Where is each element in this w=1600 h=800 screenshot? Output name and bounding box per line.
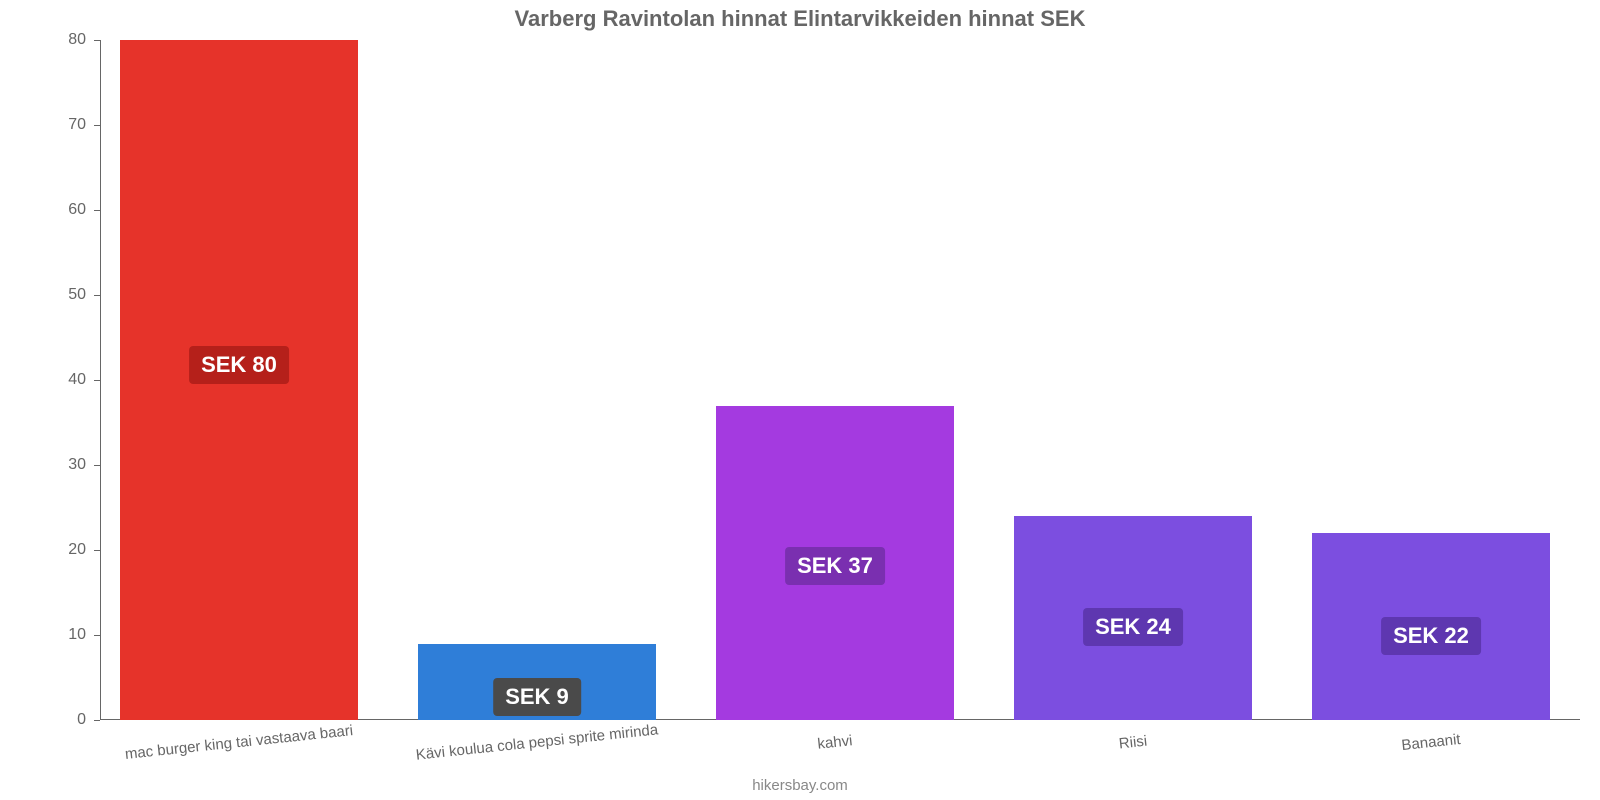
value-label: SEK 24 — [1083, 608, 1183, 646]
y-tick-mark — [94, 465, 100, 466]
y-tick-mark — [94, 40, 100, 41]
y-tick-label: 30 — [0, 456, 86, 474]
value-label: SEK 80 — [189, 346, 289, 384]
y-tick-label: 40 — [0, 371, 86, 389]
y-tick-mark — [94, 550, 100, 551]
y-tick-label: 60 — [0, 201, 86, 219]
x-tick-label: mac burger king tai vastaava baari — [124, 722, 354, 763]
value-label: SEK 9 — [493, 678, 581, 716]
y-tick-label: 50 — [0, 286, 86, 304]
y-tick-label: 10 — [0, 626, 86, 644]
value-label: SEK 22 — [1381, 617, 1481, 655]
x-tick-label: Kävi koulua cola pepsi sprite mirinda — [415, 721, 659, 763]
y-tick-mark — [94, 720, 100, 721]
value-label: SEK 37 — [785, 547, 885, 585]
x-tick-label: Riisi — [1118, 733, 1148, 753]
x-tick-label: Banaanit — [1401, 731, 1462, 754]
x-tick-label: kahvi — [817, 732, 854, 753]
plot-area: 01020304050607080SEK 80mac burger king t… — [100, 40, 1580, 720]
y-tick-mark — [94, 125, 100, 126]
y-tick-mark — [94, 210, 100, 211]
y-tick-mark — [94, 635, 100, 636]
y-tick-label: 80 — [0, 31, 86, 49]
y-tick-label: 70 — [0, 116, 86, 134]
chart-title: Varberg Ravintolan hinnat Elintarvikkeid… — [0, 6, 1600, 32]
credit-text: hikersbay.com — [0, 777, 1600, 794]
y-tick-mark — [94, 295, 100, 296]
y-tick-mark — [94, 380, 100, 381]
y-tick-label: 20 — [0, 541, 86, 559]
y-tick-label: 0 — [0, 711, 86, 729]
y-axis — [100, 40, 101, 720]
